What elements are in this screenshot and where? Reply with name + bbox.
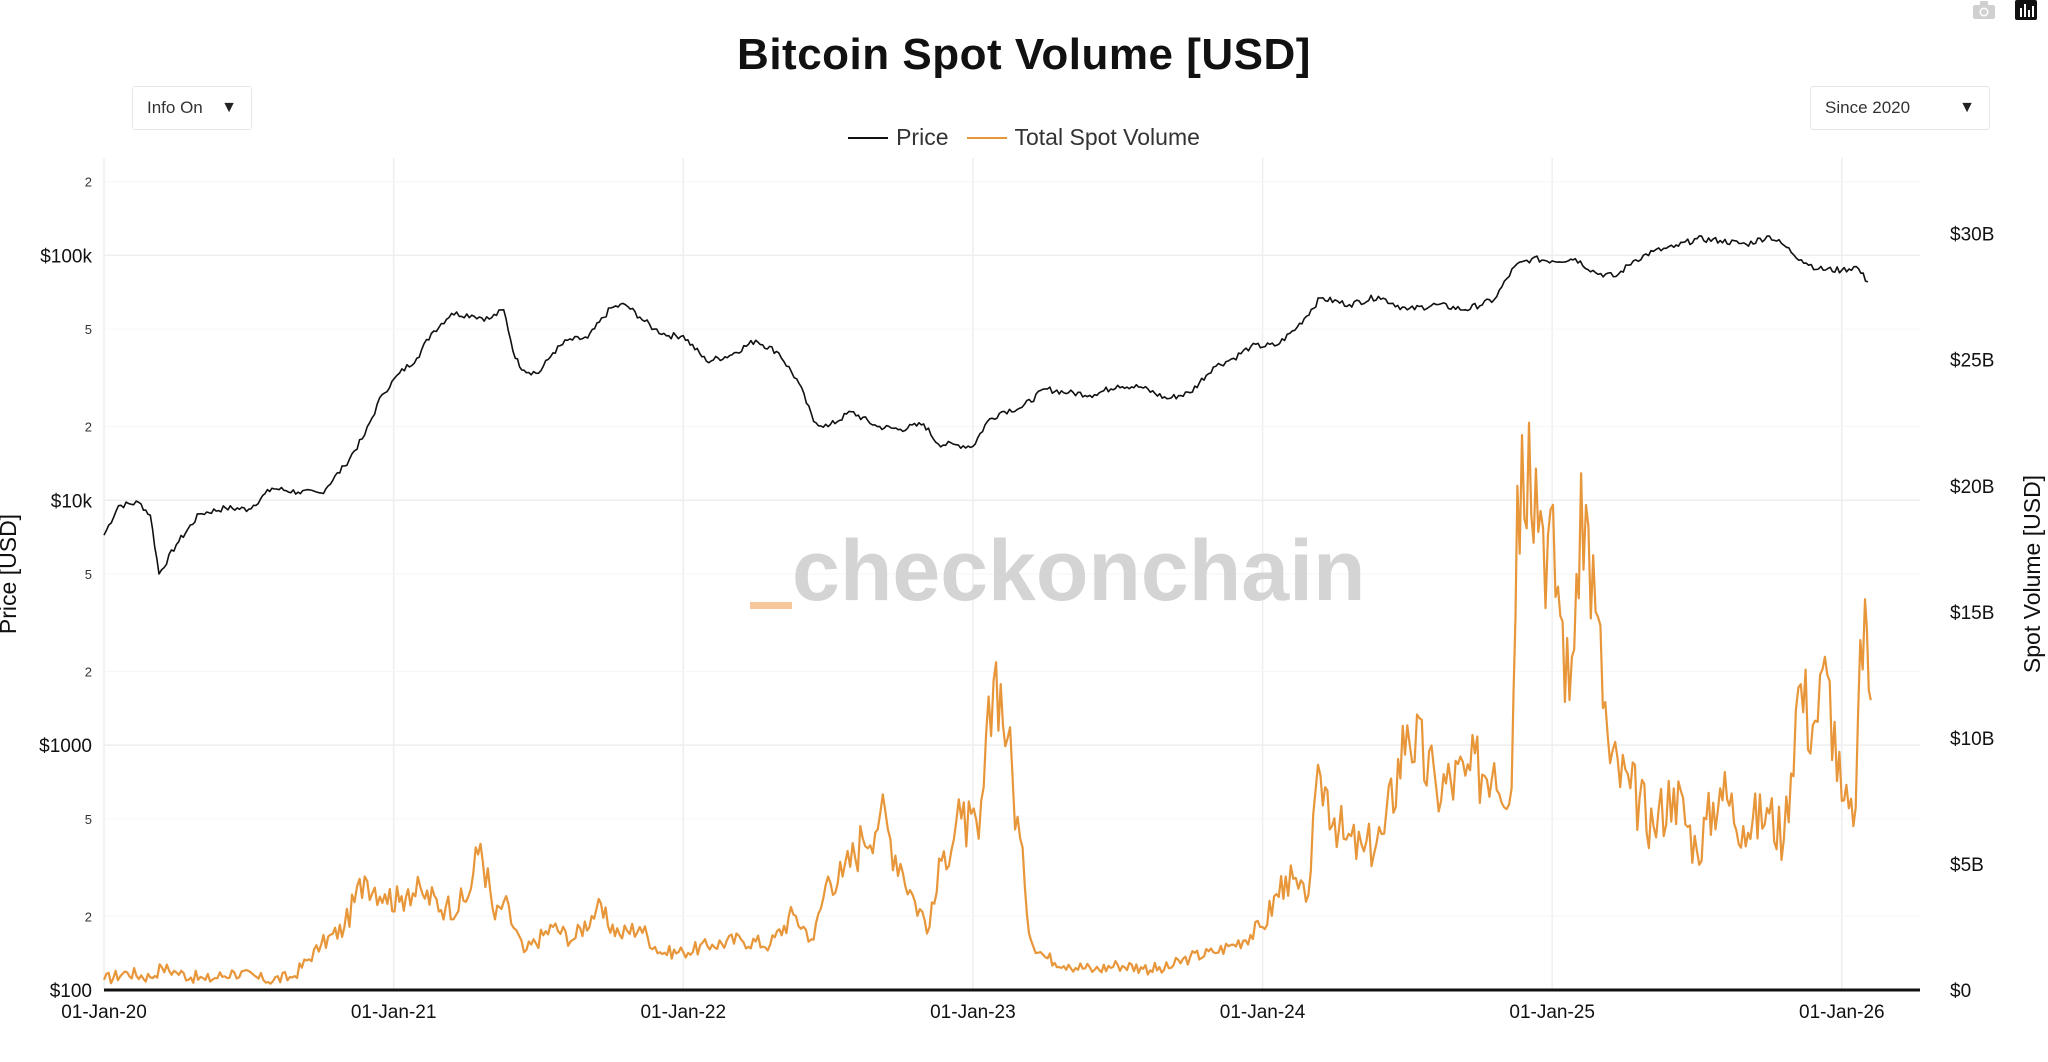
legend-swatch-volume xyxy=(966,136,1007,139)
x-tick-label: 01-Jan-23 xyxy=(930,1002,1016,1023)
chevron-down-icon: ▼ xyxy=(221,99,237,116)
x-tick-label: 01-Jan-24 xyxy=(1220,1002,1306,1023)
legend-label-volume: Total Spot Volume xyxy=(1014,124,1200,150)
y-minor-tick-label-left: 5 xyxy=(85,567,92,582)
info-toggle-dropdown[interactable]: Info On ▼ xyxy=(132,86,252,130)
y-minor-tick-label-left: 2 xyxy=(85,420,92,435)
legend-swatch-price xyxy=(848,136,889,139)
gridlines xyxy=(103,158,1920,991)
x-tick-label: 01-Jan-22 xyxy=(640,1002,726,1023)
info-toggle-label: Info On xyxy=(147,98,203,117)
y-axis-title-left: Price [USD] xyxy=(0,514,21,634)
y-minor-tick-label-left: 5 xyxy=(85,322,92,337)
series-line-total-spot-volume xyxy=(102,421,1872,985)
x-tick-label: 01-Jan-20 xyxy=(61,1002,147,1023)
y-tick-label-left: $1000 xyxy=(39,736,92,757)
date-range-dropdown[interactable]: Since 2020 ▼ xyxy=(1810,86,1990,130)
x-tick-label: 01-Jan-26 xyxy=(1799,1002,1885,1023)
x-tick-label: 01-Jan-25 xyxy=(1509,1002,1595,1023)
y-minor-tick-label-left: 5 xyxy=(85,812,92,827)
y-axis-title-right: Spot Volume [USD] xyxy=(2019,475,2045,673)
y-tick-label-left: $100k xyxy=(40,246,92,267)
watermark: checkonchain xyxy=(750,523,1366,619)
chevron-down-icon: ▼ xyxy=(1959,99,1975,116)
y-tick-label-right: $20B xyxy=(1950,477,1994,498)
y-minor-tick-label-left: 2 xyxy=(85,909,92,924)
chart-title: Bitcoin Spot Volume [USD] xyxy=(737,30,1311,79)
bar-chart-icon[interactable] xyxy=(2014,0,2038,20)
legend: Price Total Spot Volume xyxy=(0,124,2048,151)
axes: 01-Jan-20 01-Jan-21 01-Jan-22 01-Jan-23 01-J… xyxy=(39,175,1994,1023)
y-tick-label-left: $100 xyxy=(50,981,92,1002)
series-line-price xyxy=(103,235,1869,575)
x-tick-label: 01-Jan-21 xyxy=(351,1002,437,1023)
y-tick-label-right: $0 xyxy=(1950,981,1971,1002)
y-tick-label-right: $5B xyxy=(1950,855,1984,876)
y-tick-label-right: $30B xyxy=(1950,225,1994,246)
legend-item-volume[interactable]: Total Spot Volume xyxy=(966,124,1200,151)
modebar xyxy=(1972,0,2038,20)
y-tick-label-left: $10k xyxy=(51,491,93,512)
legend-label-price: Price xyxy=(896,124,949,150)
date-range-label: Since 2020 xyxy=(1825,98,1911,117)
y-tick-label-right: $15B xyxy=(1950,603,1994,624)
y-tick-label-right: $25B xyxy=(1950,351,1994,372)
y-tick-label-right: $10B xyxy=(1950,729,1994,750)
series-lines xyxy=(102,235,1872,985)
watermark-text: checkonchain xyxy=(792,523,1366,619)
watermark-underscore-mark xyxy=(750,602,792,609)
legend-item-price[interactable]: Price xyxy=(848,124,949,151)
y-minor-tick-label-left: 2 xyxy=(85,175,92,190)
y-minor-tick-label-left: 2 xyxy=(85,664,92,679)
camera-icon[interactable] xyxy=(1972,0,1996,20)
